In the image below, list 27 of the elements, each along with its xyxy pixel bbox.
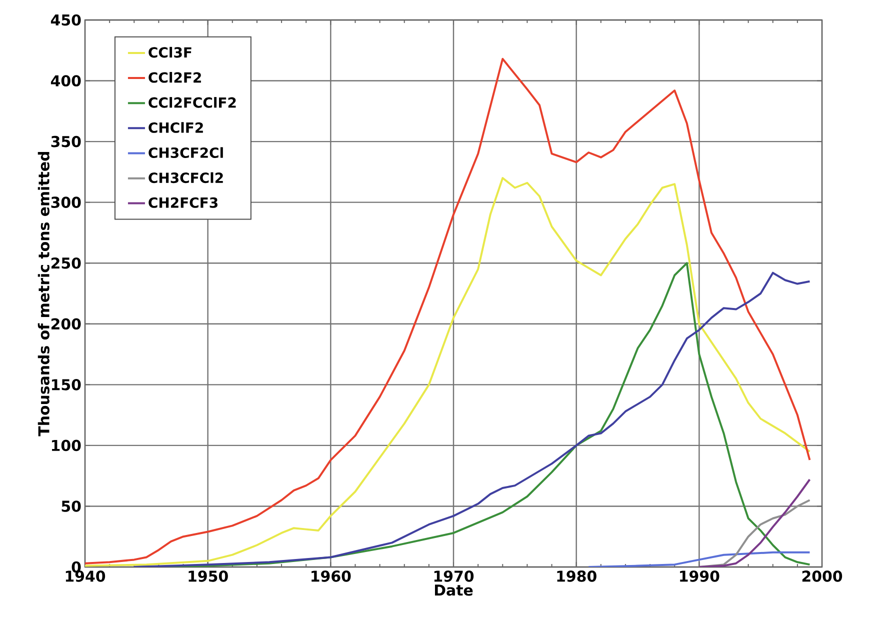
legend-label: CCl3F [148, 46, 192, 58]
y-tick-label: 400 [50, 75, 81, 86]
legend-label: CH3CFCl2 [148, 172, 223, 184]
y-tick-label: 50 [62, 500, 81, 512]
legend-label: CCl2F2 [148, 72, 201, 83]
x-tick-label: 1940 [66, 570, 106, 582]
y-tick-label: 100 [52, 440, 81, 452]
legend-label: CH3CF2Cl [148, 147, 223, 158]
x-tick-label: 1980 [557, 570, 596, 582]
legend-label: CHClF2 [148, 122, 203, 133]
line-series [698, 478, 811, 567]
y-axis-title: Thousands of metric tons emitted [38, 152, 50, 436]
x-tick-label: 1970 [434, 570, 474, 582]
legend-label: CH2FCF3 [148, 197, 218, 208]
x-tick-label: 2000 [802, 570, 842, 582]
x-tick-label: 1960 [312, 570, 351, 582]
x-axis-title: Date [434, 584, 473, 596]
y-tick-label: 300 [51, 196, 81, 208]
y-tick-label: 250 [51, 257, 81, 269]
x-tick-label: 1950 [188, 570, 228, 582]
legend-label: CCl2FCClF2 [148, 97, 236, 108]
y-tick-label: 350 [51, 136, 81, 148]
y-tick-label: 0 [72, 561, 81, 573]
y-tick-label: 150 [52, 379, 81, 390]
y-tick-label: 200 [51, 318, 81, 330]
y-tick-label: 450 [50, 14, 81, 26]
x-tick-label: 1990 [680, 570, 720, 582]
